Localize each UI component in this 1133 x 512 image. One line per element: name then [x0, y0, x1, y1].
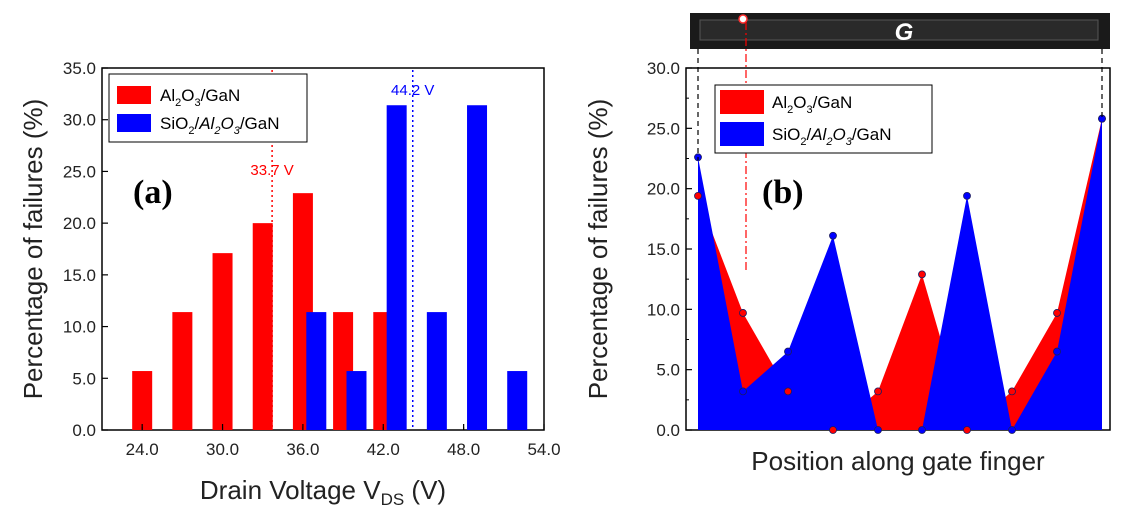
- area-sio2: [698, 118, 1102, 431]
- ytick-label-a: 5.0: [72, 369, 96, 388]
- point-al2o3-9: [1053, 309, 1061, 317]
- xtick-label-a: 42.0: [367, 440, 400, 459]
- bar-sio2-40: [346, 371, 367, 430]
- point-sio2-9: [1053, 347, 1061, 356]
- ytick-label-a: 20.0: [63, 214, 96, 233]
- ytick-label-b: 10.0: [647, 300, 680, 319]
- point-sio2-5: [874, 426, 882, 434]
- point-al2o3-4: [829, 426, 837, 434]
- point-al2o3-2: [739, 309, 747, 317]
- bar-sio2-49: [467, 105, 488, 430]
- bar-sio2-52: [507, 371, 528, 430]
- panel-b-area-chart: G 0.0 5.0 10.0 15.0 20.0 25.0 30.0 Al2O3/GaN S…: [583, 13, 1111, 476]
- point-sio2-6: [918, 426, 926, 434]
- x-axis-title-a: Drain Voltage VDS (V): [200, 475, 446, 509]
- point-sio2-4: [829, 231, 837, 240]
- bar-sio2-46: [426, 312, 447, 430]
- point-al2o3-8: [1008, 387, 1016, 396]
- ytick-label-a: 35.0: [63, 59, 96, 78]
- gate-label: G: [895, 19, 914, 46]
- legend-swatch-blue-a: [117, 114, 151, 132]
- gate-finger: [699, 19, 1099, 41]
- bars-group-a: [132, 105, 528, 430]
- areas-group-b: [694, 114, 1106, 434]
- bar-al2o3-30: [212, 253, 233, 430]
- ytick-label-a: 15.0: [63, 266, 96, 285]
- ytick-label-b: 5.0: [656, 361, 680, 380]
- bar-al2o3-27: [172, 312, 193, 430]
- ytick-label-b: 30.0: [647, 59, 680, 78]
- point-al2o3-3: [784, 387, 792, 396]
- legend-swatch-red-b: [720, 90, 764, 114]
- point-sio2-3: [784, 347, 792, 356]
- ytick-label-b: 15.0: [647, 240, 680, 259]
- bar-al2o3-24: [132, 371, 153, 430]
- ytick-label-a: 25.0: [63, 162, 96, 181]
- point-al2o3-7: [963, 426, 971, 434]
- ticks-b: 0.0 5.0 10.0 15.0 20.0 25.0 30.0: [647, 59, 692, 440]
- y-axis-title-b: Percentage of failures (%): [583, 99, 613, 400]
- point-al2o3-1: [694, 192, 702, 200]
- legend-b: Al2O3/GaN SiO2/Al2O3/GaN: [714, 84, 933, 154]
- ytick-label-b: 20.0: [647, 180, 680, 199]
- ytick-label-b: 25.0: [647, 119, 680, 138]
- legend-a: Al2O3/GaN SiO2/Al2O3/GaN: [108, 73, 308, 143]
- y-axis-title-a: Percentage of failures (%): [18, 99, 48, 400]
- point-sio2-8: [1008, 426, 1016, 434]
- legend-label-al2o3-b: Al2O3/GaN: [772, 93, 852, 116]
- legend-swatch-red-a: [117, 86, 151, 104]
- x-axis-title-b: Position along gate finger: [751, 446, 1045, 476]
- xtick-label-a: 30.0: [206, 440, 239, 459]
- xtick-label-a: 24.0: [126, 440, 159, 459]
- point-al2o3-5: [874, 387, 882, 396]
- bar-sio2-37: [306, 312, 327, 430]
- ytick-label-a: 10.0: [63, 318, 96, 337]
- point-al2o3-6: [918, 270, 926, 279]
- legend-label-sio2-a: SiO2/Al2O3/GaN: [160, 114, 280, 137]
- point-sio2-7: [963, 192, 971, 200]
- panel-a-bar-chart: 33.7 V 44.2 V 0.0 5.0 10.0 15.0 20.0 25.0 30.0 3…: [18, 59, 561, 509]
- ytick-label-a: 30.0: [63, 111, 96, 130]
- xtick-label-a: 36.0: [286, 440, 319, 459]
- point-sio2-2: [739, 387, 747, 396]
- panel-label-a: (a): [133, 174, 173, 211]
- failure-spot-marker: [738, 14, 748, 24]
- panel-label-b: (b): [762, 174, 804, 211]
- ref-label-337V: 33.7 V: [250, 162, 293, 179]
- legend-label-sio2-b: SiO2/Al2O3/GaN: [772, 125, 892, 148]
- legend-label-al2o3-a: Al2O3/GaN: [160, 86, 240, 109]
- ytick-label-b: 0.0: [656, 421, 680, 440]
- xtick-label-a: 48.0: [447, 440, 480, 459]
- legend-swatch-blue-b: [720, 122, 764, 146]
- ytick-label-a: 0.0: [72, 421, 96, 440]
- bar-sio2-43: [386, 105, 407, 430]
- gate-finger-image: G: [690, 13, 1110, 49]
- ref-label-442V: 44.2 V: [391, 82, 434, 99]
- xtick-label-a: 54.0: [527, 440, 560, 459]
- ticks-a: 0.0 5.0 10.0 15.0 20.0 25.0 30.0 35.0 24.0 30.0 36…: [63, 59, 561, 459]
- bar-al2o3-33: [252, 223, 273, 430]
